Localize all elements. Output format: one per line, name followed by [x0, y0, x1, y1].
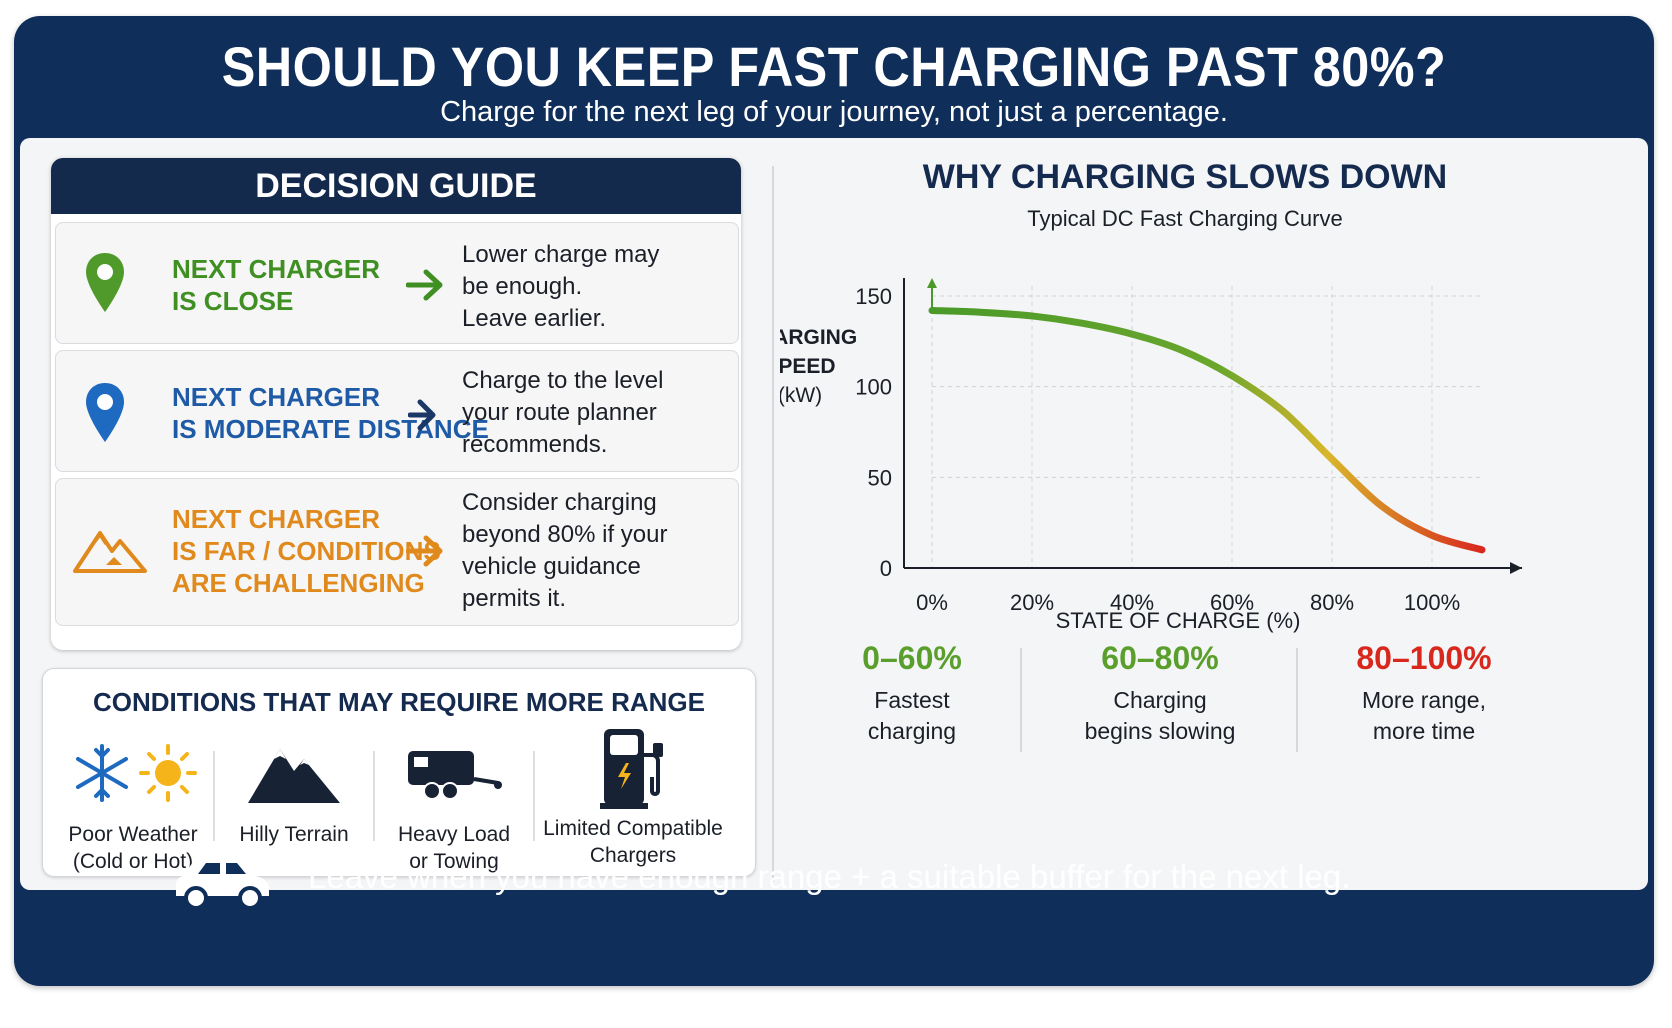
phase-range-time: 80–100% More range, more time	[1314, 640, 1534, 747]
guide-row-text: Charge to the level your route planner r…	[462, 367, 664, 458]
phase-range: 0–60%	[862, 640, 962, 676]
arrow-right-icon	[406, 535, 443, 567]
footer-message: Leave when you have enough range + a sui…	[308, 858, 1351, 895]
condition-chargers: Limited Compatible Chargers	[533, 723, 733, 869]
x-tick-label: 20%	[1010, 590, 1054, 615]
guide-row-far: NEXT CHARGER IS FAR / CONDITIONS ARE CHA…	[55, 478, 739, 626]
phase-fast: 0–60% Fastest charging	[802, 640, 1022, 747]
x-tick-label: 100%	[1404, 590, 1460, 615]
y-tick-label: 50	[868, 465, 892, 490]
trailer-icon	[408, 751, 502, 800]
conditions-title: CONDITIONS THAT MAY REQUIRE MORE RANGE	[92, 687, 705, 717]
y-tick-label: 150	[855, 284, 892, 309]
y-axis-label: SPEED	[780, 355, 836, 378]
decision-guide-title: DECISION GUIDE	[51, 158, 741, 214]
x-tick-label: 60%	[1210, 590, 1254, 615]
arrow-right-icon	[408, 399, 436, 431]
condition-weather: Poor Weather (Cold or Hot)	[53, 733, 213, 875]
chart-subtitle: Typical DC Fast Charging Curve	[1027, 206, 1343, 231]
mountain-icon	[73, 531, 147, 573]
divider	[373, 751, 375, 841]
divider	[533, 751, 535, 841]
phase-description: More range, more time	[1361, 687, 1486, 744]
content-area: DECISION GUIDE NEXT CHARGER IS CLOSE Low…	[20, 138, 1648, 890]
guide-row-close: NEXT CHARGER IS CLOSE Lower charge may b…	[55, 222, 739, 344]
guide-row-text: Consider charging beyond 80% if your veh…	[462, 489, 668, 612]
snowflake-sun-icon	[76, 744, 197, 802]
charging-curve-chart: 0 50 100 150 0% 20% 40% 60% 80% 100% CHARGING SPE…	[780, 278, 1522, 633]
x-axis-arrow	[1510, 562, 1522, 574]
y-tick-label: 100	[855, 375, 892, 400]
y-axis-arrow	[927, 278, 937, 288]
phase-description: Fastest charging	[867, 687, 957, 744]
y-axis-label: CHARGING	[780, 326, 857, 349]
guide-row-label: NEXT CHARGER IS CLOSE	[172, 254, 381, 316]
y-axis-label: (kW)	[780, 384, 822, 407]
guide-row-label: NEXT CHARGER IS FAR / CONDITIONS ARE CHA…	[172, 504, 441, 598]
y-tick-label: 0	[880, 556, 892, 581]
condition-terrain: Hilly Terrain	[219, 733, 369, 848]
guide-row-moderate: NEXT CHARGER IS MODERATE DISTANCE Charge…	[55, 350, 739, 472]
phase-description: Charging begins slowing	[1084, 687, 1236, 744]
phase-slowing: 60–80% Charging begins slowing	[1050, 640, 1270, 747]
x-tick-label: 80%	[1310, 590, 1354, 615]
phase-range: 80–100%	[1356, 640, 1492, 676]
charging-station-icon	[600, 729, 663, 809]
mountains-icon	[248, 749, 340, 803]
phase-range: 60–80%	[1101, 640, 1219, 676]
x-tick-label: 0%	[916, 590, 948, 615]
guide-row-label: NEXT CHARGER IS MODERATE DISTANCE	[172, 382, 489, 444]
divider	[1296, 648, 1298, 752]
arrow-right-icon	[406, 269, 443, 301]
charging-curve-line	[928, 307, 1486, 554]
divider	[1020, 648, 1022, 752]
page-subtitle: Charge for the next leg of your journey,…	[440, 96, 1228, 128]
infographic-frame: SHOULD YOU KEEP FAST CHARGING PAST 80%? …	[14, 16, 1654, 986]
page-title: SHOULD YOU KEEP FAST CHARGING PAST 80%?	[221, 35, 1447, 98]
divider	[213, 751, 215, 841]
car-icon	[176, 858, 269, 910]
conditions-panel: CONDITIONS THAT MAY REQUIRE MORE RANGE	[42, 668, 756, 877]
green-map-pin-icon	[86, 253, 124, 312]
condition-towing: Heavy Load or Towing	[379, 733, 529, 875]
blue-map-pin-icon	[86, 383, 124, 442]
x-tick-label: 40%	[1110, 590, 1154, 615]
divider	[772, 166, 774, 882]
chart-title: WHY CHARGING SLOWS DOWN	[922, 158, 1448, 196]
x-axis-label: STATE OF CHARGE (%)	[1056, 608, 1301, 633]
guide-row-text: Lower charge may be enough. Leave earlie…	[462, 241, 660, 332]
decision-guide: DECISION GUIDE NEXT CHARGER IS CLOSE Low…	[51, 158, 741, 650]
